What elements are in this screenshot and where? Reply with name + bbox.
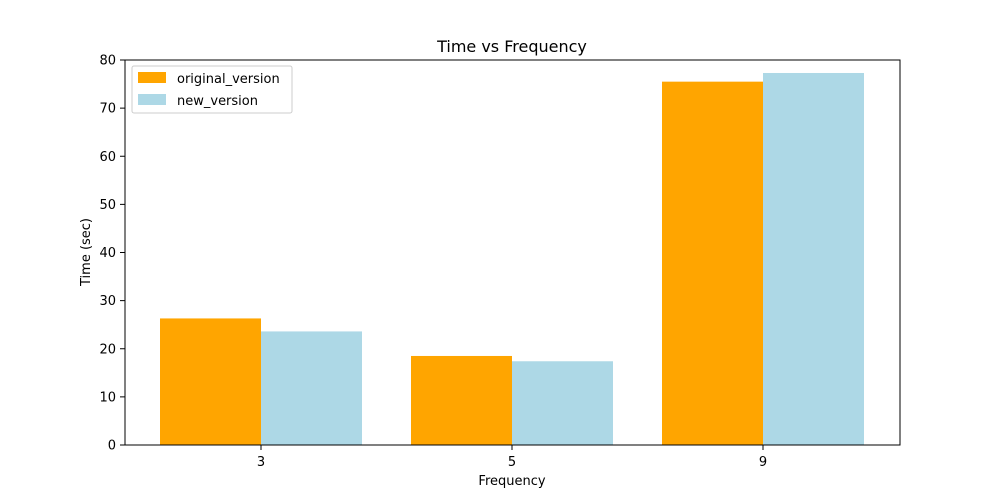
x-tick-label: 3 <box>257 455 265 470</box>
legend-label-original: original_version <box>177 72 280 87</box>
y-tick-label: 20 <box>99 342 116 357</box>
bar-original_version-3 <box>160 318 261 445</box>
x-tick-label: 5 <box>508 455 516 470</box>
legend-swatch-original <box>138 72 166 83</box>
y-tick-label: 0 <box>108 439 116 454</box>
bars-layer <box>160 72 864 446</box>
y-tick-label: 10 <box>99 390 116 405</box>
legend-label-new: new_version <box>177 94 258 109</box>
y-tick-label: 80 <box>99 54 116 69</box>
bar-new_version-9 <box>763 72 864 446</box>
x-axis: 3 5 9 <box>257 445 767 470</box>
y-tick-label: 60 <box>99 150 116 165</box>
bar-new_version-5 <box>512 361 613 445</box>
bar-original_version-5 <box>411 355 512 445</box>
bar-new_version-3 <box>261 331 362 445</box>
y-tick-label: 50 <box>99 198 116 213</box>
y-axis-label: Time (sec) <box>79 218 94 287</box>
chart-title: Time vs Frequency <box>436 37 587 56</box>
legend-swatch-new <box>138 94 166 105</box>
y-tick-label: 70 <box>99 102 116 117</box>
legend: original_version new_version <box>131 65 293 114</box>
x-tick-label: 9 <box>759 455 767 470</box>
legend-box <box>131 65 293 114</box>
x-axis-label: Frequency <box>478 474 545 489</box>
y-axis: 0 10 20 30 40 50 60 70 80 <box>99 54 125 454</box>
y-tick-label: 40 <box>99 246 116 261</box>
bar-original_version-9 <box>662 81 763 445</box>
y-tick-label: 30 <box>99 294 116 309</box>
